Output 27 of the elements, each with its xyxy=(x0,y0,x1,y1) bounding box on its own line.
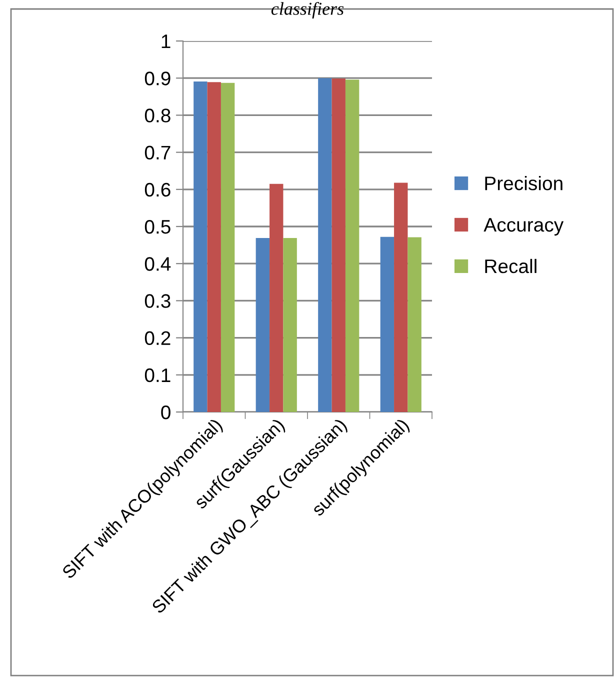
legend-label: Accuracy xyxy=(484,218,564,236)
bar xyxy=(332,78,346,412)
bar xyxy=(318,78,332,412)
y-tick-label: 0.2 xyxy=(144,331,170,346)
bar xyxy=(220,82,235,412)
bar xyxy=(394,182,408,412)
bar xyxy=(408,237,422,412)
bar xyxy=(345,80,360,412)
y-tick-label: 0.3 xyxy=(144,294,170,308)
y-tick-label: 0.7 xyxy=(144,146,170,160)
y-tick-label: 0.9 xyxy=(144,72,170,86)
chart-title: classifiers xyxy=(271,2,344,19)
bar xyxy=(283,238,297,412)
y-tick-label: 0.8 xyxy=(144,108,170,122)
legend-label: Recall xyxy=(485,258,536,274)
y-tick-label: 0.6 xyxy=(144,182,170,197)
y-tick-label: 0 xyxy=(161,405,170,420)
y-tick-label: 0.1 xyxy=(144,368,170,382)
y-tick-label: 0.5 xyxy=(144,220,170,234)
legend-label: Precision xyxy=(485,176,562,190)
y-tick-label: 0.4 xyxy=(144,257,171,271)
bar xyxy=(256,238,270,412)
bar xyxy=(380,236,394,412)
bar xyxy=(194,81,208,412)
bar xyxy=(207,82,221,412)
bar xyxy=(270,184,284,412)
y-tick-label: 1 xyxy=(162,34,170,48)
